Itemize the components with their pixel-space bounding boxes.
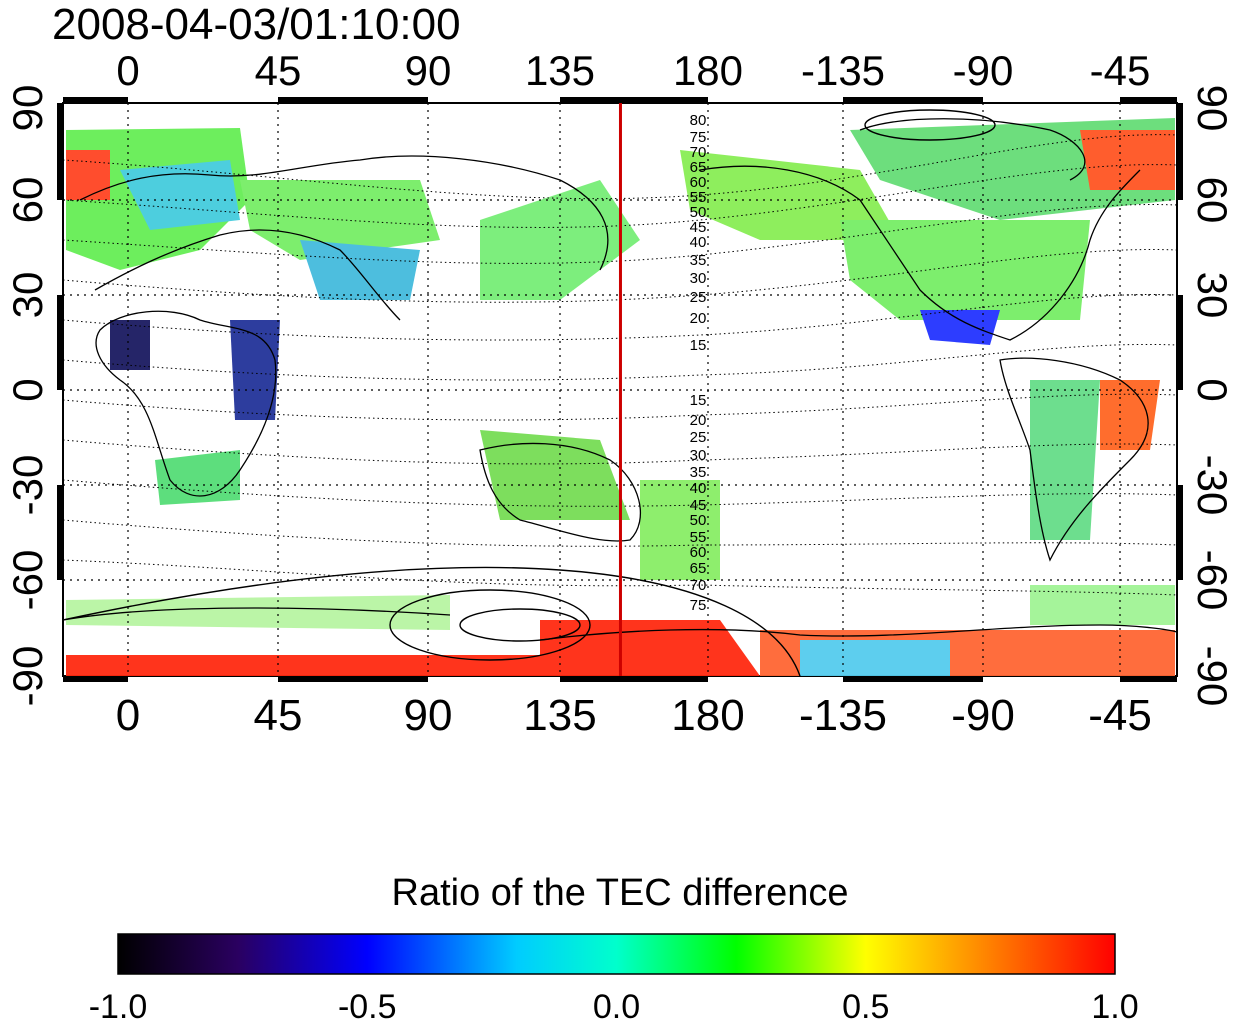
contour-label: 75 <box>690 129 707 146</box>
x-tick-top: -45 <box>1090 47 1151 94</box>
contour-label: 20 <box>690 412 707 429</box>
colorbar-tick-labels: -1.0 -0.5 0.0 0.5 1.0 <box>89 988 1139 1024</box>
y-tick-left: 30 <box>4 272 51 319</box>
contour-label: 25 <box>690 289 707 306</box>
tec-data-patches <box>66 118 1175 676</box>
contour-label: 60 <box>690 174 707 191</box>
x-tick-top: 0 <box>116 47 139 94</box>
y-tick-right: -90 <box>1189 646 1236 707</box>
contour-label: 50 <box>690 204 707 221</box>
x-tick-bottom: 90 <box>404 691 453 740</box>
colorbar-tick: 0.0 <box>593 988 640 1024</box>
x-tick-bottom: 0 <box>116 691 140 740</box>
x-tick-top: 45 <box>255 47 302 94</box>
x-tick-labels-top: 0 45 90 135 180 -135 -90 -45 <box>116 47 1150 94</box>
contour-label: 65 <box>690 560 707 577</box>
contour-label: 50 <box>690 512 707 529</box>
y-tick-left: 90 <box>4 85 51 132</box>
colorbar-title: Ratio of the TEC difference <box>391 872 849 914</box>
contour-label: 80 <box>690 112 707 129</box>
contour-label: 75 <box>690 597 707 614</box>
x-tick-top: 135 <box>525 47 595 94</box>
colorbar-tick: 0.5 <box>842 988 889 1024</box>
contour-label: 55 <box>690 189 707 206</box>
y-tick-left: 0 <box>4 378 51 401</box>
contour-label: 20 <box>690 310 707 327</box>
y-tick-right: -60 <box>1189 550 1236 611</box>
coastlines <box>63 118 1177 641</box>
x-tick-bottom: -90 <box>951 691 1015 740</box>
contour-label: 45 <box>690 219 707 236</box>
colorbar <box>117 933 1116 975</box>
colorbar-tick: -0.5 <box>338 988 397 1024</box>
x-tick-bottom: 135 <box>523 691 596 740</box>
contour-label: 30 <box>690 447 707 464</box>
y-tick-right: 30 <box>1189 272 1236 319</box>
y-tick-right: 0 <box>1189 378 1236 401</box>
magnetic-contours <box>63 134 1177 596</box>
y-tick-labels-left: 90 60 30 0 -30 -60 -90 <box>4 85 51 707</box>
y-tick-labels-right: 90 60 30 0 -30 -60 -90 <box>1189 85 1236 707</box>
x-tick-labels-bottom: 0 45 90 135 180 -135 -90 -45 <box>116 691 1152 740</box>
magnetic-pole-contours <box>63 109 996 676</box>
contour-label: 65 <box>690 159 707 176</box>
colorbar-tick: 1.0 <box>1091 988 1138 1024</box>
y-tick-right: 90 <box>1189 85 1236 132</box>
colorbar-tick: -1.0 <box>89 988 148 1024</box>
contour-label: 40 <box>690 480 707 497</box>
contour-label: 30 <box>690 270 707 287</box>
x-tick-bottom: -45 <box>1088 691 1152 740</box>
y-tick-left: 60 <box>4 177 51 224</box>
x-tick-top: -135 <box>801 47 885 94</box>
contour-label: 35 <box>690 464 707 481</box>
contour-label: 15 <box>690 337 707 354</box>
contour-label: 45 <box>690 497 707 514</box>
contour-label: 70 <box>690 144 707 161</box>
x-tick-bottom: 45 <box>254 691 303 740</box>
contour-label: 60 <box>690 544 707 561</box>
x-tick-bottom: -135 <box>799 691 887 740</box>
contour-label: 55 <box>690 529 707 546</box>
y-tick-right: 60 <box>1189 177 1236 224</box>
y-tick-left: -90 <box>4 646 51 707</box>
x-tick-top: 90 <box>405 47 452 94</box>
axis-tick-bars <box>57 97 1183 682</box>
contour-label: 15 <box>690 392 707 409</box>
x-tick-bottom: 180 <box>671 691 744 740</box>
timestamp-title: 2008-04-03/01:10:00 <box>52 0 461 49</box>
contour-label: 70 <box>690 577 707 594</box>
y-tick-left: -30 <box>4 455 51 516</box>
y-tick-right: -30 <box>1189 455 1236 516</box>
y-tick-left: -60 <box>4 550 51 611</box>
contour-label: 25 <box>690 429 707 446</box>
x-tick-top: 180 <box>673 47 743 94</box>
contour-label: 40 <box>690 234 707 251</box>
contour-label: 35 <box>690 252 707 269</box>
x-tick-top: -90 <box>953 47 1014 94</box>
